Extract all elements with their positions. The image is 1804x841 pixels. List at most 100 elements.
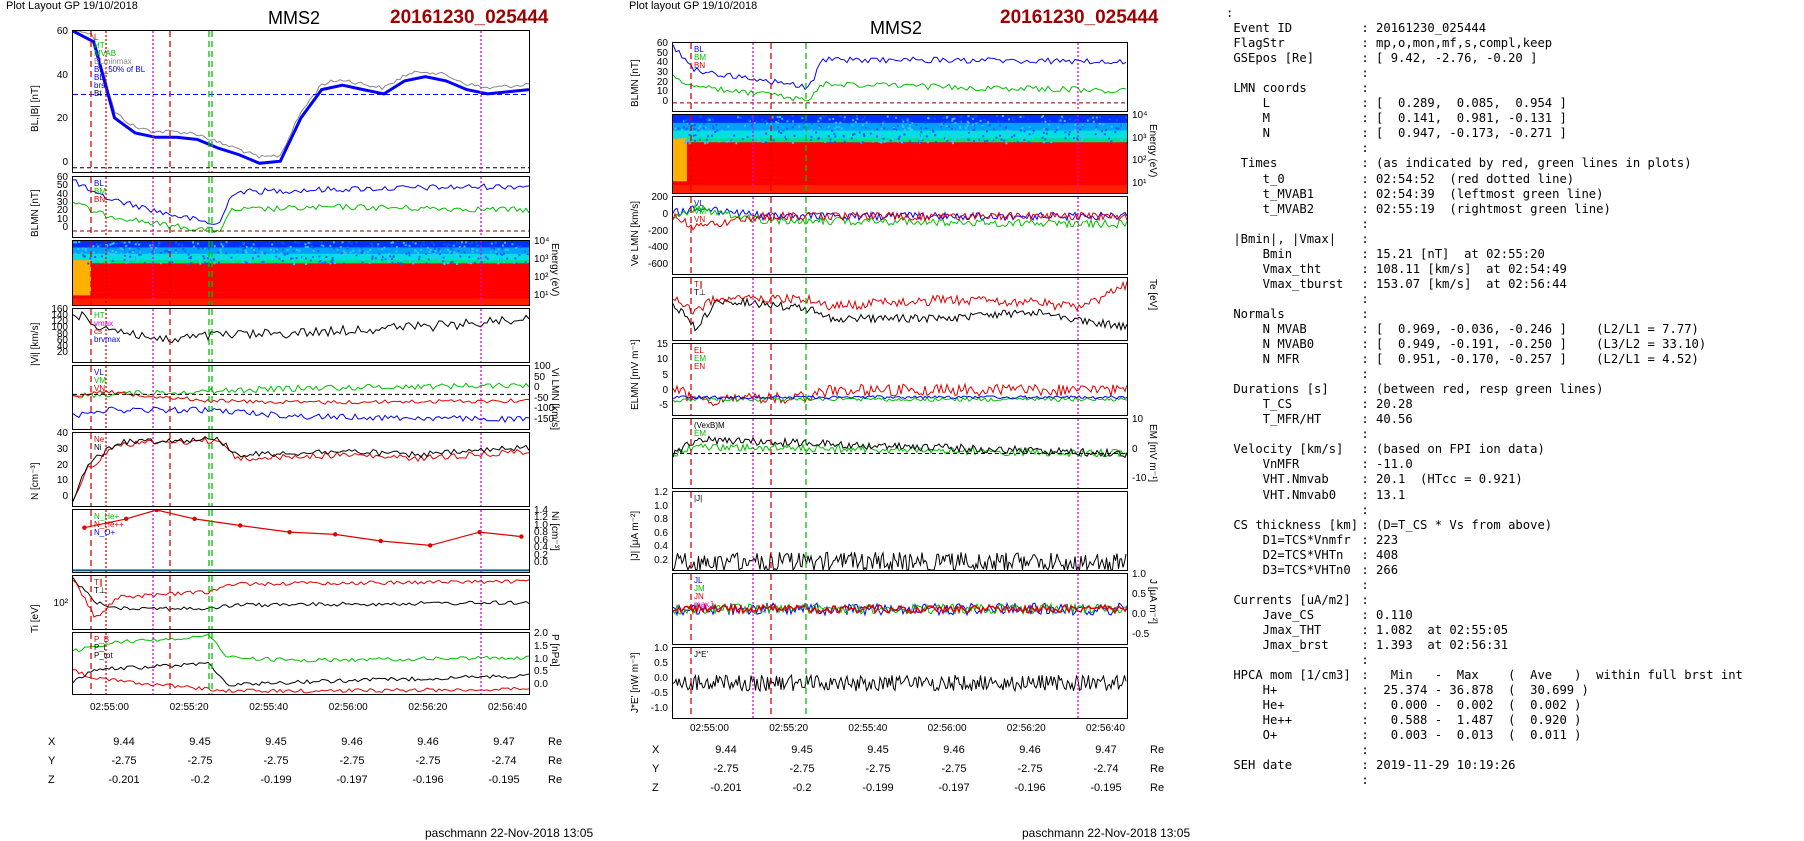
y-tick-label: 15 <box>656 339 668 350</box>
info-value: [ 0.969, -0.036, -0.246 ] (L2/L1 = 7.77) <box>1376 321 1699 336</box>
legend-entry: BN <box>94 195 106 204</box>
legend-entry: T∥ <box>694 280 703 289</box>
series-ne <box>73 436 529 501</box>
info-separator: : <box>1354 412 1377 427</box>
info-key: Jave_CS <box>1226 607 1315 622</box>
info-separator: : <box>1354 141 1377 156</box>
info-row: : <box>1226 217 1743 232</box>
info-separator: : <box>1354 637 1377 652</box>
data-point <box>82 525 87 530</box>
info-prefix: : <box>1226 6 1234 20</box>
info-separator: : <box>1354 472 1377 487</box>
series-vm <box>673 203 1127 229</box>
info-value: 1.082 at 02:55:05 <box>1376 622 1509 637</box>
y-tick-label: 30 <box>56 443 68 455</box>
legend-entry: BN <box>694 61 706 70</box>
y-tick-label: -200 <box>647 225 668 237</box>
legend-entry: VN <box>94 384 106 393</box>
series-bm <box>73 201 529 234</box>
info-separator: : <box>1354 442 1377 457</box>
plot-layout-label-2: Plot layout GP 19/10/2018 <box>629 0 758 12</box>
y-tick-label: 20 <box>56 459 68 471</box>
y-tick-label: 1.2 <box>534 512 548 524</box>
y-tick-label: 5 <box>662 369 668 381</box>
y-tick-label: 0.0 <box>534 557 548 568</box>
info-value: 223 <box>1376 532 1399 547</box>
info-value: 20.1 (HTcc = 0.921) <box>1376 472 1523 487</box>
position-value: -0.196 <box>412 774 444 786</box>
info-key: VHT.Nmvab0 <box>1226 487 1337 502</box>
info-key: t_0 <box>1226 171 1285 186</box>
info-value: [ 0.949, -0.191, -0.250 ] (L3/L2 = 33.10… <box>1376 337 1707 352</box>
plot-panel-7 <box>672 491 1128 571</box>
series-vl <box>73 406 529 424</box>
info-row: : <box>1226 503 1743 518</box>
info-key: D2=TCS*VHTn <box>1226 547 1344 562</box>
position-value: 9.46 <box>1019 744 1041 756</box>
y-tick-label: 1.2 <box>654 487 668 498</box>
info-separator: : <box>1354 291 1377 306</box>
plot-panel-2 <box>72 176 530 238</box>
panel-plot-area <box>673 419 1127 488</box>
y-tick-label: -600 <box>647 259 668 270</box>
y-tick-label: 40 <box>56 69 68 81</box>
y-axis-label: Vi LMN [km/s] <box>549 367 560 430</box>
plot-panel-4 <box>72 308 530 363</box>
info-row: Vmax_tburst : 153.07 [km/s] at 02:56:44 <box>1226 277 1743 292</box>
footer-right: paschmann 22-Nov-2018 13:05 <box>1022 826 1191 840</box>
position-value: -0.199 <box>862 782 894 794</box>
plot-panel-5 <box>672 343 1128 416</box>
legend-entry: VM <box>94 376 106 385</box>
series-bl <box>73 31 529 165</box>
position-row-label: X <box>652 744 660 756</box>
info-key <box>1226 141 1354 156</box>
info-separator: : <box>1354 562 1377 577</box>
info-separator: : <box>1354 547 1377 562</box>
position-value: -0.195 <box>488 774 520 786</box>
position-value: 9.44 <box>715 744 737 756</box>
y-tick-label: 10 <box>656 86 668 98</box>
y-tick-label: 40 <box>656 57 668 69</box>
info-row: N MVAB : [ 0.969, -0.036, -0.246 ] (L2/L… <box>1226 322 1743 337</box>
info-key: D3=TCS*VHTn0 <box>1226 562 1351 577</box>
info-row: D1=TCS*Vnmfr : 223 <box>1226 533 1743 548</box>
legend-entry: VM <box>694 207 706 216</box>
legend-entry: T∥ <box>94 578 103 587</box>
info-key: N MVAB <box>1226 321 1307 336</box>
panel-plot-area <box>673 574 1127 644</box>
info-row: Jmax_brst : 1.393 at 02:56:31 <box>1226 638 1743 653</box>
series-tperp <box>73 577 529 612</box>
legend-entry: VL <box>94 368 104 377</box>
legend-entry: L <box>94 33 99 42</box>
info-row: He++ : 0.588 - 1.487 ( 0.920 ) <box>1226 713 1743 728</box>
info-row: M : [ 0.141, 0.981, -0.131 ] <box>1226 111 1743 126</box>
legend-entry: HT <box>94 41 105 50</box>
series-babs-grey <box>73 31 529 159</box>
position-value: 9.47 <box>493 736 515 748</box>
info-separator: : <box>1354 186 1377 201</box>
y-tick-label: -50 <box>534 392 549 404</box>
y-tick-label: -400 <box>647 242 668 254</box>
position-value: -2.75 <box>789 763 815 775</box>
data-point <box>192 516 197 522</box>
info-row: T_MFR/HT : 40.56 <box>1226 412 1743 427</box>
info-separator: : <box>1354 51 1377 66</box>
position-value: 9.45 <box>791 744 813 756</box>
y-axis-label: Energy (eV) <box>1147 124 1158 178</box>
position-value: -2.75 <box>187 755 213 767</box>
info-key: t_MVAB1 <box>1226 186 1315 201</box>
plot-panel-7 <box>72 509 530 573</box>
position-value: -2.74 <box>491 755 517 767</box>
info-key <box>1226 503 1354 518</box>
y-tick-label: 0.0 <box>1132 609 1146 620</box>
position-value: 9.45 <box>867 744 889 756</box>
info-separator: : <box>1354 171 1377 186</box>
info-key: Velocity [km/s] <box>1226 442 1344 457</box>
y-tick-label: 1.5 <box>534 640 548 652</box>
series-jabs <box>673 551 1127 570</box>
y-tick-label: 10⁴ <box>1132 110 1148 121</box>
info-value: Min - Max ( Ave ) within full brst int <box>1376 668 1743 683</box>
info-separator: : <box>1354 201 1377 216</box>
event-info-panel: : Event ID : 20161230_025444 FlagStr : m… <box>1226 6 1743 788</box>
legend-entry: JL <box>694 576 703 585</box>
